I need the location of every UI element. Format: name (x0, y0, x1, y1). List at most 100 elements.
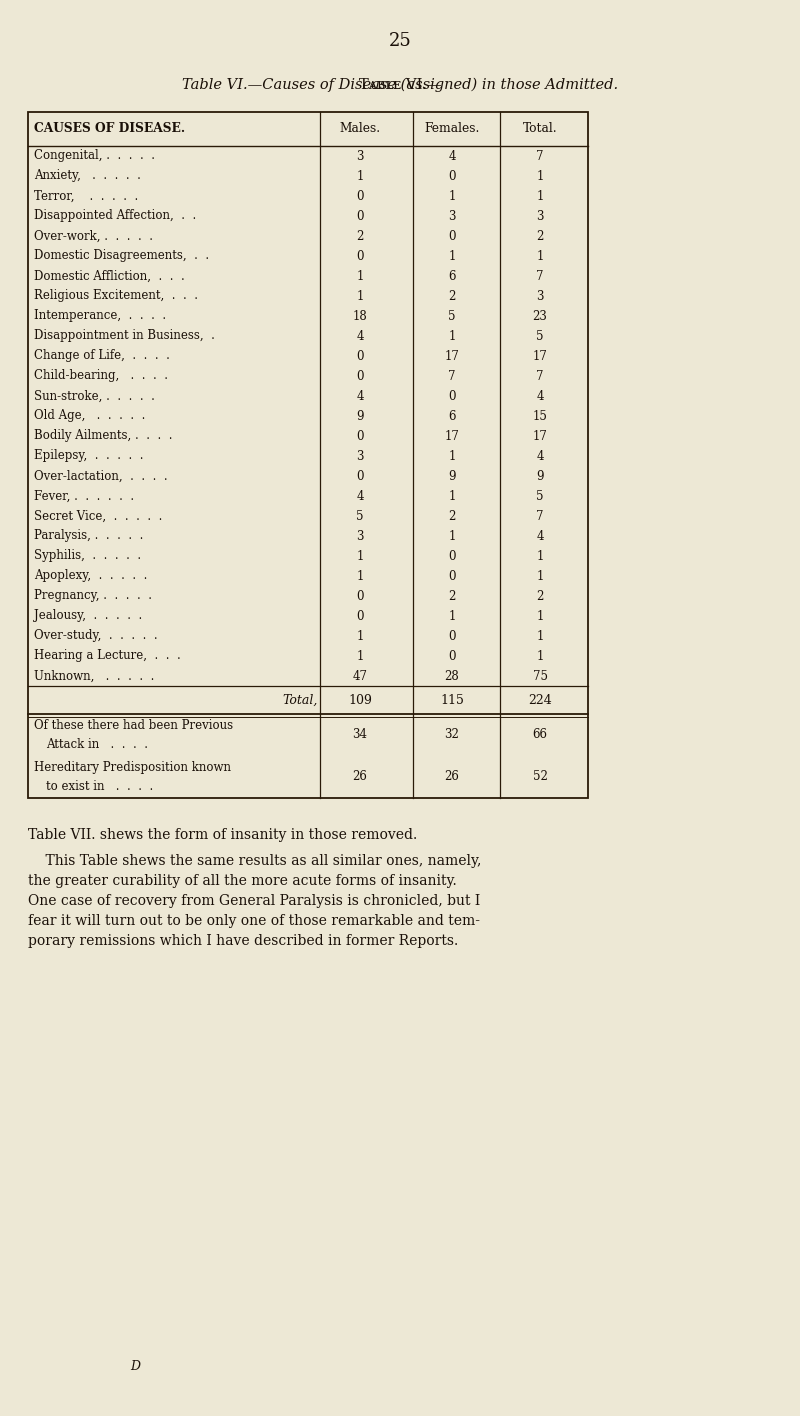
Text: 0: 0 (448, 630, 456, 643)
Text: 2: 2 (356, 229, 364, 242)
Text: 75: 75 (533, 670, 547, 683)
Text: 0: 0 (356, 470, 364, 483)
Text: porary remissions which I have described in former Reports.: porary remissions which I have described… (28, 935, 458, 947)
Text: 3: 3 (356, 530, 364, 542)
Text: Paralysis, .  .  .  .  .: Paralysis, . . . . . (34, 530, 143, 542)
Text: 1: 1 (536, 609, 544, 623)
Text: 0: 0 (448, 549, 456, 562)
Text: fear it will turn out to be only one of those remarkable and tem-: fear it will turn out to be only one of … (28, 913, 480, 927)
Text: Table VII. shews the form of insanity in those removed.: Table VII. shews the form of insanity in… (28, 828, 418, 843)
Text: 28: 28 (445, 670, 459, 683)
Text: 1: 1 (448, 330, 456, 343)
Text: 9: 9 (448, 470, 456, 483)
Text: 4: 4 (356, 330, 364, 343)
Text: 4: 4 (536, 389, 544, 402)
Text: Anxiety,   .  .  .  .  .: Anxiety, . . . . . (34, 170, 141, 183)
Text: 26: 26 (445, 770, 459, 783)
Text: Unknown,   .  .  .  .  .: Unknown, . . . . . (34, 670, 154, 683)
Text: Over-study,  .  .  .  .  .: Over-study, . . . . . (34, 630, 158, 643)
Text: Sun-stroke, .  .  .  .  .: Sun-stroke, . . . . . (34, 389, 155, 402)
Text: 3: 3 (536, 289, 544, 303)
Text: 1: 1 (536, 249, 544, 262)
Text: 1: 1 (448, 190, 456, 202)
Text: 0: 0 (356, 210, 364, 222)
Text: 5: 5 (536, 490, 544, 503)
Text: Religious Excitement,  .  .  .: Religious Excitement, . . . (34, 289, 198, 303)
Text: Terror,    .  .  .  .  .: Terror, . . . . . (34, 190, 138, 202)
Text: 5: 5 (448, 310, 456, 323)
Text: 1: 1 (536, 650, 544, 663)
Text: 1: 1 (536, 630, 544, 643)
Text: 0: 0 (356, 589, 364, 602)
Text: 224: 224 (528, 694, 552, 707)
Text: 9: 9 (536, 470, 544, 483)
Text: Disappointed Affection,  .  .: Disappointed Affection, . . (34, 210, 196, 222)
Text: Females.: Females. (424, 123, 480, 136)
Text: 0: 0 (356, 429, 364, 442)
Text: Hearing a Lecture,  .  .  .: Hearing a Lecture, . . . (34, 650, 181, 663)
Text: Total,: Total, (282, 694, 318, 707)
Text: Table VI.—​Causes of Disease (assigned) in those Admitted.: Table VI.—​Causes of Disease (assigned) … (182, 78, 618, 92)
Text: 17: 17 (533, 429, 547, 442)
Text: Domestic Disagreements,  .  .: Domestic Disagreements, . . (34, 249, 209, 262)
Text: Of these there had been Previous: Of these there had been Previous (34, 719, 233, 732)
Text: 7: 7 (536, 269, 544, 283)
Text: 4: 4 (536, 530, 544, 542)
Text: 18: 18 (353, 310, 367, 323)
Text: 0: 0 (448, 650, 456, 663)
Text: This Table shews the same results as all similar ones, namely,: This Table shews the same results as all… (28, 854, 482, 868)
Text: 1: 1 (536, 190, 544, 202)
Text: Tᴀʙʟᴇ VI.—: Tᴀʙʟᴇ VI.— (358, 78, 442, 92)
Text: 6: 6 (448, 269, 456, 283)
Text: 52: 52 (533, 770, 547, 783)
Text: 0: 0 (448, 389, 456, 402)
Text: 1: 1 (448, 490, 456, 503)
Text: Child-bearing,   .  .  .  .: Child-bearing, . . . . (34, 370, 168, 382)
Text: 1: 1 (356, 289, 364, 303)
Text: 66: 66 (533, 728, 547, 742)
Text: 4: 4 (448, 150, 456, 163)
Text: D: D (130, 1359, 140, 1374)
Text: Intemperance,  .  .  .  .: Intemperance, . . . . (34, 310, 166, 323)
Text: 23: 23 (533, 310, 547, 323)
Text: 2: 2 (448, 589, 456, 602)
Bar (28, 112, 588, 799)
Text: 1: 1 (448, 530, 456, 542)
Text: Total.: Total. (522, 123, 558, 136)
Text: Hereditary Predisposition known: Hereditary Predisposition known (34, 762, 231, 775)
Text: Bodily Ailments, .  .  .  .: Bodily Ailments, . . . . (34, 429, 173, 442)
Text: Domestic Affliction,  .  .  .: Domestic Affliction, . . . (34, 269, 185, 283)
Text: 0: 0 (448, 170, 456, 183)
Text: 2: 2 (536, 229, 544, 242)
Text: 7: 7 (536, 370, 544, 382)
Text: 0: 0 (356, 249, 364, 262)
Text: 5: 5 (536, 330, 544, 343)
Text: Syphilis,  .  .  .  .  .: Syphilis, . . . . . (34, 549, 141, 562)
Text: 7: 7 (536, 150, 544, 163)
Text: to exist in   .  .  .  .: to exist in . . . . (46, 780, 154, 793)
Text: 1: 1 (356, 569, 364, 582)
Text: 3: 3 (356, 449, 364, 463)
Text: 4: 4 (356, 490, 364, 503)
Text: 2: 2 (448, 289, 456, 303)
Text: 17: 17 (445, 350, 459, 362)
Text: Over-work, .  .  .  .  .: Over-work, . . . . . (34, 229, 153, 242)
Text: 1: 1 (448, 609, 456, 623)
Text: 17: 17 (445, 429, 459, 442)
Text: 3: 3 (356, 150, 364, 163)
Text: 32: 32 (445, 728, 459, 742)
Text: 0: 0 (448, 569, 456, 582)
Text: 1: 1 (536, 170, 544, 183)
Text: CAUSES OF DISEASE.: CAUSES OF DISEASE. (34, 123, 185, 136)
Text: Fever, .  .  .  .  .  .: Fever, . . . . . . (34, 490, 134, 503)
Text: 2: 2 (536, 589, 544, 602)
Text: Epilepsy,  .  .  .  .  .: Epilepsy, . . . . . (34, 449, 143, 463)
Text: 26: 26 (353, 770, 367, 783)
Text: 34: 34 (353, 728, 367, 742)
Text: 4: 4 (536, 449, 544, 463)
Text: 7: 7 (536, 510, 544, 523)
Text: 1: 1 (356, 269, 364, 283)
Text: 0: 0 (448, 229, 456, 242)
Text: Disappointment in Business,  .: Disappointment in Business, . (34, 330, 215, 343)
Text: Pregnancy, .  .  .  .  .: Pregnancy, . . . . . (34, 589, 152, 602)
